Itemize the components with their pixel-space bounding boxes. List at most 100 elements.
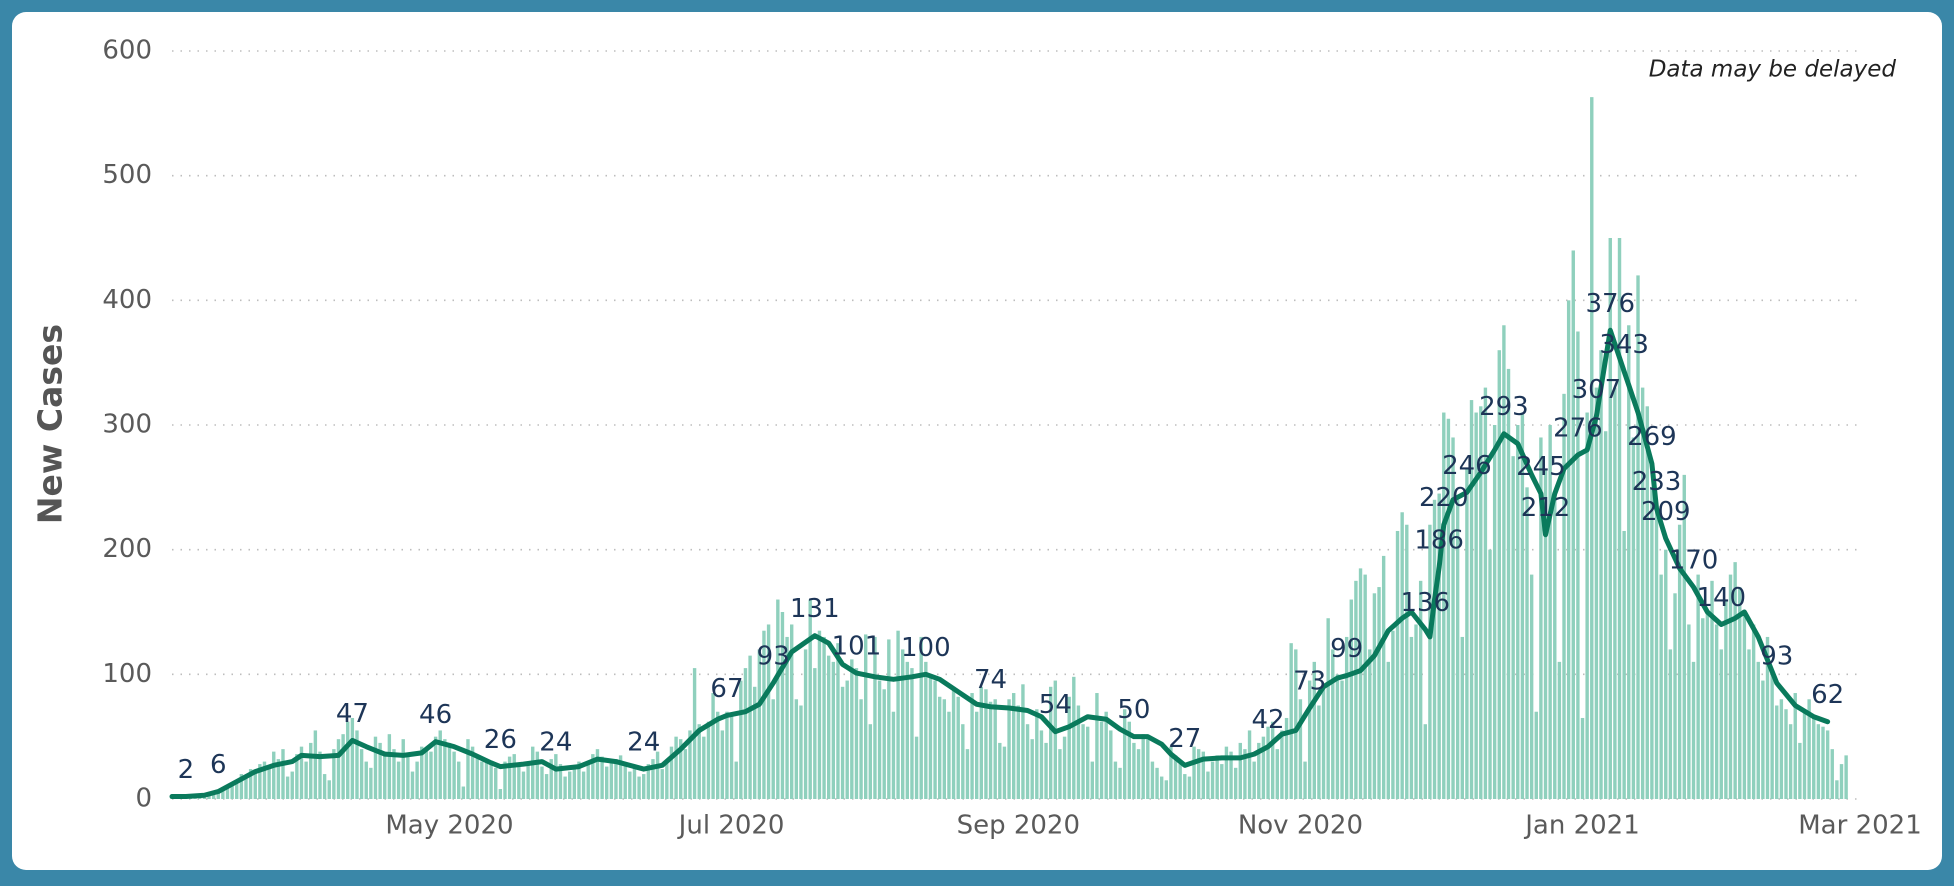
bar — [799, 705, 803, 799]
bar — [1210, 761, 1215, 799]
bar — [1312, 661, 1316, 799]
bar — [1187, 776, 1192, 799]
bar — [1215, 755, 1219, 799]
bar — [378, 742, 382, 799]
bar — [905, 661, 910, 799]
bar — [526, 761, 530, 799]
data-label: 93 — [1760, 642, 1793, 672]
bar — [1284, 717, 1289, 799]
bar — [1594, 387, 1599, 799]
bar — [757, 649, 762, 799]
bar — [1691, 661, 1696, 799]
bar — [984, 689, 988, 799]
bar — [253, 771, 257, 799]
bar — [1132, 742, 1136, 799]
bar — [1627, 325, 1631, 799]
bar — [258, 764, 262, 799]
bar — [688, 730, 692, 799]
bar — [951, 686, 956, 799]
bar — [1011, 693, 1016, 799]
bar — [1173, 755, 1178, 799]
bar — [586, 764, 590, 799]
bar — [350, 717, 355, 799]
bar — [743, 668, 748, 799]
bar — [1238, 742, 1242, 799]
bar — [521, 771, 526, 799]
bar — [1146, 739, 1150, 799]
bar — [447, 742, 452, 799]
bar — [1201, 751, 1205, 799]
bar — [1224, 746, 1229, 799]
bar — [863, 634, 868, 799]
bar — [1428, 524, 1432, 799]
bar — [1317, 705, 1321, 799]
bar — [1418, 580, 1423, 799]
bar — [1196, 749, 1201, 799]
data-label: 140 — [1696, 583, 1746, 613]
x-tick-label: Mar 2021 — [1798, 811, 1922, 841]
bar — [790, 624, 794, 799]
data-label: 62 — [1811, 680, 1844, 710]
bar — [683, 749, 688, 799]
bar — [1714, 624, 1719, 799]
bar — [831, 661, 836, 799]
data-label: 220 — [1419, 483, 1469, 513]
bar — [1761, 680, 1765, 799]
bar — [494, 767, 498, 799]
bar — [1756, 661, 1760, 799]
bar — [1048, 686, 1053, 799]
x-tick-label: Nov 2020 — [1238, 811, 1363, 841]
bar — [729, 714, 734, 799]
bar — [1645, 406, 1649, 799]
data-label: 131 — [790, 594, 840, 624]
bar — [933, 680, 937, 799]
bar — [961, 724, 965, 799]
bar — [230, 784, 234, 799]
bar — [1844, 755, 1848, 799]
bar — [1779, 699, 1784, 799]
bar — [466, 739, 470, 799]
bar — [1724, 599, 1728, 799]
bar — [868, 724, 873, 799]
y-tick-label: 300 — [102, 410, 152, 440]
bar — [651, 759, 655, 799]
bar — [739, 680, 743, 799]
bar — [1775, 705, 1779, 799]
bar — [1798, 742, 1802, 799]
bar — [1377, 587, 1381, 799]
bar — [1261, 736, 1266, 799]
bar — [942, 699, 947, 799]
bar — [1488, 549, 1492, 799]
data-label: 50 — [1117, 695, 1150, 725]
bar — [1363, 574, 1367, 799]
bar — [1270, 721, 1275, 799]
bar — [1104, 711, 1108, 799]
line — [169, 327, 1831, 800]
bar — [1664, 549, 1668, 799]
bar — [1109, 730, 1113, 799]
y-tick-label: 0 — [135, 784, 152, 814]
bar — [937, 696, 942, 799]
bar — [452, 751, 456, 799]
data-label: 42 — [1251, 705, 1284, 735]
data-label: 99 — [1330, 634, 1363, 664]
bar — [1206, 771, 1210, 799]
data-label: 136 — [1400, 588, 1450, 618]
bar — [1747, 649, 1751, 799]
bar — [1409, 636, 1414, 799]
bar — [1340, 680, 1344, 799]
bar — [1007, 699, 1011, 799]
bar — [998, 742, 1002, 799]
bar — [882, 689, 886, 799]
bar — [1076, 705, 1081, 799]
bar — [1113, 761, 1118, 799]
bar — [535, 751, 540, 799]
bar — [1386, 661, 1390, 799]
bar — [1395, 530, 1400, 799]
data-label: 93 — [757, 642, 790, 672]
bar — [563, 776, 567, 799]
bar — [1793, 693, 1797, 799]
data-label: 343 — [1599, 330, 1649, 360]
bar — [1192, 746, 1196, 799]
bar — [424, 749, 429, 799]
